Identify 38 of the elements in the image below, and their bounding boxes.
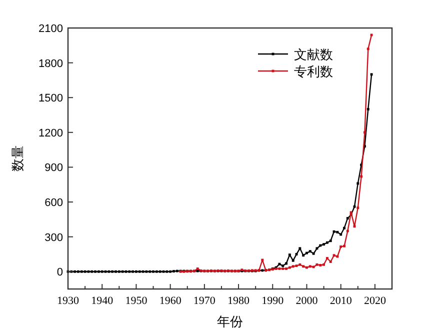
y-tick-label: 1800 <box>38 58 63 70</box>
point <box>340 245 342 248</box>
x-tick-label: 1960 <box>159 295 182 307</box>
line-series <box>179 34 373 273</box>
y-tick-label: 600 <box>44 197 63 209</box>
x-tick-label: 1990 <box>262 295 284 307</box>
y-tick-label: 0 <box>56 266 63 279</box>
y-tick-label: 900 <box>44 162 63 174</box>
point <box>356 206 360 210</box>
x-tick-label: 1930 <box>57 295 80 307</box>
x-tick-label: 2020 <box>364 295 386 307</box>
point <box>196 267 199 270</box>
point <box>350 211 352 214</box>
y-tick-label: 1200 <box>38 127 63 140</box>
y-tick-label: 300 <box>44 232 63 244</box>
point <box>292 265 294 268</box>
y-axis-title: 数量 <box>10 146 25 172</box>
x-tick-label: 1970 <box>193 295 216 307</box>
legend-label: 文献数 <box>294 47 333 62</box>
point <box>312 266 315 268</box>
point <box>366 48 370 50</box>
point <box>288 266 291 269</box>
point <box>278 267 281 270</box>
x-tick-label: 1950 <box>125 295 148 307</box>
x-tick-label: 1980 <box>228 295 250 307</box>
y-tick-label: 2100 <box>38 23 63 35</box>
x-tick-label: 1940 <box>91 295 114 307</box>
y-tick-label: 1500 <box>38 92 63 105</box>
x-tick-label: 2000 <box>296 295 318 307</box>
point <box>370 34 373 36</box>
point <box>308 265 312 268</box>
point <box>282 267 284 270</box>
legend-label: 专利数 <box>294 64 333 79</box>
point <box>302 265 305 268</box>
point <box>316 263 318 266</box>
x-tick-label: 2010 <box>330 295 352 307</box>
point <box>298 263 302 266</box>
x-axis-title: 年份 <box>217 314 243 329</box>
